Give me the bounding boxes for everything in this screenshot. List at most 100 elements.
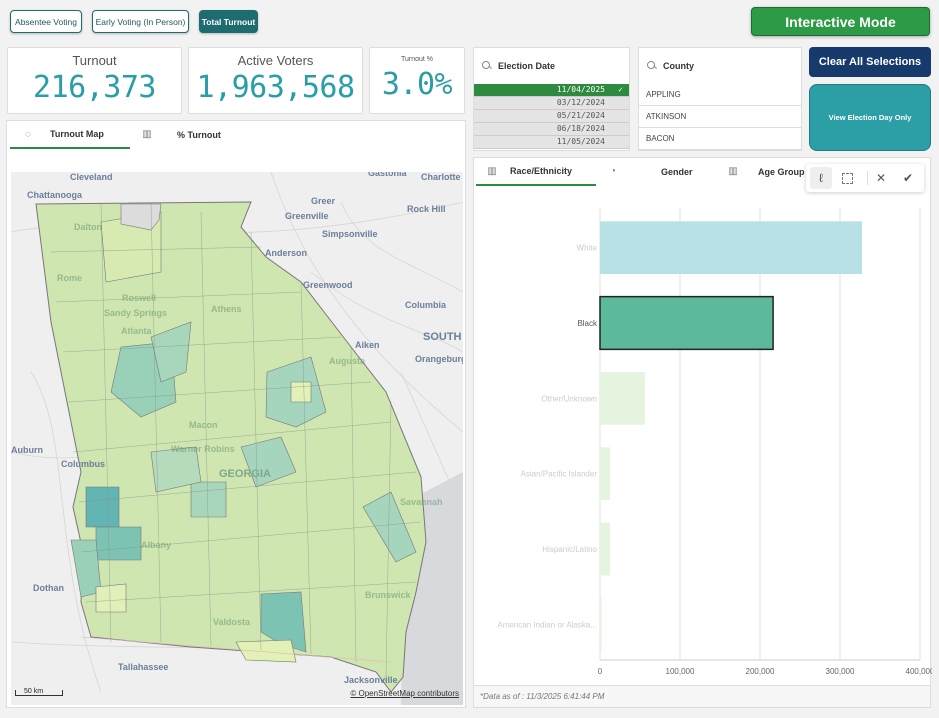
turnout-kpi: Turnout 216,373 (7, 47, 182, 114)
date-item[interactable]: 05/21/2024 (474, 110, 629, 123)
x-tick-label: 400,000 (906, 667, 932, 676)
date-item[interactable]: 06/18/2024 (474, 123, 629, 136)
close-icon: ✕ (875, 171, 887, 185)
map-label: Macon (189, 420, 218, 430)
tab-label: Age Group (758, 167, 805, 177)
view-election-day-only-button[interactable]: View Election Day Only (809, 84, 931, 151)
map-label: Rome (57, 273, 83, 283)
turnout-pct-label: Turnout % (400, 56, 434, 63)
early-voting-button[interactable]: Early Voting (In Person) (92, 10, 189, 33)
state-border (80, 636, 392, 663)
date-value: 11/04/2025 (556, 85, 605, 94)
map-scale-bar: 50 km (15, 688, 63, 696)
election-date-header[interactable]: Election Date (474, 48, 629, 84)
tab-label: % Turnout (177, 130, 221, 140)
map-label: Anderson (265, 248, 308, 258)
map-label: Greenwood (303, 280, 353, 290)
map-label: SOUTH (423, 331, 462, 343)
x-tick-label: 100,000 (666, 667, 695, 676)
category-label[interactable]: Asian/Pacific Islander (521, 470, 598, 479)
bar[interactable] (599, 295, 774, 351)
map-panel: ◌ Turnout Map ▥ % Turnout (6, 120, 466, 708)
map-label: Valdosta (213, 617, 251, 627)
category-label[interactable]: Black (577, 319, 598, 328)
map-label: Gastonia (368, 172, 407, 178)
map-label: Charlotte (421, 172, 461, 182)
tab-age-group[interactable]: ▥ Age Group (724, 158, 814, 186)
county-borders (50, 203, 422, 678)
category-label[interactable]: Hispanic/Latino (542, 545, 597, 554)
map-label: Savannah (400, 497, 443, 507)
map-label: Warner Robins (171, 444, 235, 454)
map-label: Sandy Springs (104, 308, 168, 318)
total-turnout-button[interactable]: Total Turnout (199, 10, 258, 33)
map-label: Athens (211, 304, 242, 314)
map-label: Brunswick (365, 590, 411, 600)
race-ethnicity-chart: 0 100,000 200,000 300,000 400,000 White Black O… (497, 208, 932, 676)
county-listbox: County APPLING ATKINSON BACON (638, 47, 802, 151)
data-as-of-note: *Data as of : 11/3/2025 6:41:44 PM (474, 685, 930, 707)
absentee-voting-button[interactable]: Absentee Voting (10, 10, 82, 33)
clear-all-selections-button[interactable]: Clear All Selections (809, 47, 931, 77)
bar[interactable] (600, 371, 645, 425)
map-label: Chattanooga (27, 190, 82, 200)
interactive-mode-button[interactable]: Interactive Mode (751, 7, 930, 36)
turnout-map[interactable]: Cleveland Chattanooga Gastonia Charlotte… (11, 172, 463, 705)
range-select-button[interactable] (836, 167, 858, 189)
map-label: Auburn (11, 445, 43, 455)
x-tick-label: 300,000 (826, 667, 855, 676)
county-header[interactable]: County (639, 48, 801, 84)
chart-panel: ▥ Race/Ethnicity ◔ Gender ▥ Age Group 0 1… (473, 157, 932, 708)
date-value: 06/18/2024 (556, 124, 605, 133)
check-icon: ✔ (902, 171, 914, 185)
turnout-value: 216,373 (33, 70, 156, 105)
county-item[interactable]: ATKINSON (639, 106, 801, 128)
tab-gender[interactable]: ◔ Gender (604, 158, 714, 186)
map-label: Greer (311, 196, 336, 206)
map-label: Rock Hill (407, 204, 446, 214)
tab-label: Turnout Map (50, 129, 104, 139)
tab-turnout-map[interactable]: ◌ Turnout Map (10, 121, 130, 149)
scale-label: 50 km (24, 688, 44, 695)
tab-race-ethnicity[interactable]: ▥ Race/Ethnicity (476, 158, 596, 186)
georgia-state (35, 201, 427, 693)
active-voters-value: 1,963,568 (196, 70, 355, 105)
date-item[interactable]: 03/12/2024 (474, 97, 629, 110)
tab-label: Race/Ethnicity (510, 166, 573, 176)
map-label: Albany (141, 540, 172, 550)
bar[interactable] (600, 522, 610, 576)
bar[interactable] (600, 597, 602, 651)
election-date-listbox: Election Date 11/04/2025 ✓ 03/12/2024 05/… (473, 47, 630, 151)
confirm-selection-button[interactable]: ✔ (897, 167, 919, 189)
county-item[interactable]: APPLING (639, 84, 801, 106)
bar[interactable] (600, 221, 862, 275)
search-icon (647, 61, 657, 71)
range-select-icon (841, 172, 853, 184)
map-label: Augusta (329, 356, 365, 366)
map-attribution[interactable]: © OpenStreetMap contributors (350, 689, 459, 698)
map-label: Columbia (405, 300, 447, 310)
turnout-pct-value: 3.0% (381, 67, 453, 102)
map-canvas (11, 172, 463, 705)
lasso-select-button[interactable]: ℓ (810, 167, 832, 189)
map-icon: ◌ (25, 129, 31, 140)
turnout-pct-kpi: Turnout % 3.0% (369, 47, 465, 114)
date-item[interactable]: 11/04/2025 ✓ (474, 84, 629, 97)
map-label: Dothan (33, 583, 64, 593)
map-label: Orangeburg (415, 354, 463, 364)
bar-chart-icon: ▥ (142, 129, 152, 140)
tab-pct-turnout[interactable]: ▥ % Turnout (137, 121, 237, 149)
check-icon: ✓ (618, 85, 623, 94)
category-label[interactable]: Other/Unknown (541, 394, 597, 403)
search-icon (482, 61, 492, 71)
map-label: Jacksonville (344, 675, 398, 685)
date-value: 03/12/2024 (556, 98, 605, 107)
category-label[interactable]: White (577, 244, 598, 253)
map-label: Cleveland (70, 172, 113, 182)
cancel-selection-button[interactable]: ✕ (870, 167, 892, 189)
bar[interactable] (600, 447, 610, 501)
county-item[interactable]: BACON (639, 128, 801, 150)
active-voters-label: Active Voters (237, 53, 314, 68)
category-label[interactable]: American Indian or Alaska... (497, 620, 597, 629)
date-item[interactable]: 11/05/2024 (474, 136, 629, 149)
